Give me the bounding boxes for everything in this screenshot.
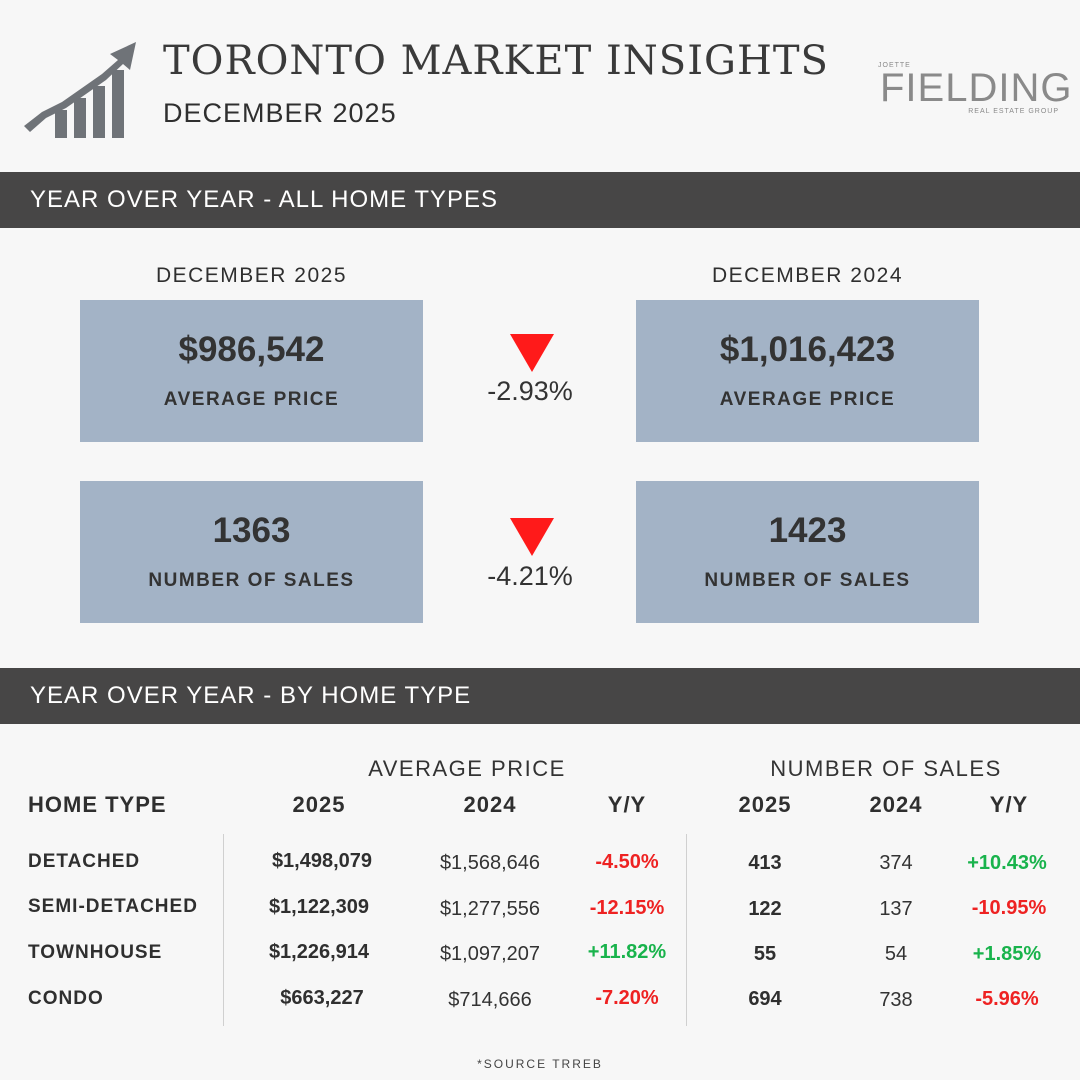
price-2024-condo: $714,666 [448, 989, 532, 1011]
avg-price-2024-label: AVERAGE PRICE [719, 388, 896, 410]
sales-2024-semi-detached: 137 [879, 898, 913, 920]
group-header-number-of-sales: NUMBER OF SALES [770, 756, 1002, 781]
sales-2024-condo: 738 [879, 989, 913, 1011]
price-2024-semi-detached: $1,277,556 [439, 898, 541, 920]
sales-yy-semi-detached: -10.95% [971, 897, 1047, 919]
logo-main-text: FIELDING [880, 66, 1073, 110]
price-2024-detached: $1,568,646 [439, 852, 541, 874]
col-header-price-2025: 2025 [292, 792, 346, 817]
col-header-sales-2025: 2025 [738, 792, 792, 817]
col-header-price-yy: Y/Y [607, 792, 647, 817]
down-triangle-icon [510, 518, 554, 556]
sales-2024-card: 1423 NUMBER OF SALES [636, 481, 979, 623]
price-2025-detached: $1,498,079 [271, 850, 373, 872]
price-2025-condo: $663,227 [280, 987, 364, 1009]
row-label-detached: DETACHED [28, 851, 141, 872]
sales-2025-semi-detached: 122 [748, 898, 782, 920]
logo-sub-text: REAL ESTATE GROUP [968, 108, 1059, 115]
sales-2024-value: 1423 [768, 510, 847, 550]
sales-2024-detached: 374 [879, 852, 913, 874]
col-header-home-type: HOME TYPE [28, 792, 167, 817]
right-period-label: DECEMBER 2024 [711, 264, 904, 287]
avg-price-2025-card: $986,542 AVERAGE PRICE [80, 300, 423, 442]
sales-2025-value: 1363 [212, 510, 291, 550]
group-header-average-price: AVERAGE PRICE [368, 756, 566, 781]
down-triangle-icon [510, 334, 554, 372]
section-band-all-types: YEAR OVER YEAR - ALL HOME TYPES [0, 172, 1080, 228]
page-subtitle: DECEMBER 2025 [163, 98, 397, 128]
col-header-price-2024: 2024 [463, 792, 517, 817]
table-divider [223, 834, 224, 1026]
avg-price-2024-card: $1,016,423 AVERAGE PRICE [636, 300, 979, 442]
avg-price-2025-value: $986,542 [178, 329, 325, 369]
price-yy-townhouse: +11.82% [587, 941, 667, 963]
price-yy-condo: -7.20% [595, 987, 659, 1009]
avg-price-2024-value: $1,016,423 [719, 329, 896, 369]
price-2025-semi-detached: $1,122,309 [268, 896, 370, 918]
avg-price-2025-label: AVERAGE PRICE [163, 388, 340, 410]
sales-2025-detached: 413 [748, 852, 782, 874]
page-title: TORONTO MARKET INSIGHTS [163, 38, 829, 84]
avg-price-change: -2.93% [487, 376, 573, 406]
col-header-sales-2024: 2024 [869, 792, 923, 817]
left-period-label: DECEMBER 2025 [155, 264, 348, 287]
sales-2025-card: 1363 NUMBER OF SALES [80, 481, 423, 623]
price-yy-detached: -4.50% [595, 851, 659, 873]
row-label-townhouse: TOWNHOUSE [28, 942, 163, 963]
table-divider [686, 834, 687, 1026]
row-label-semi-detached: SEMI-DETACHED [28, 896, 198, 917]
price-2024-townhouse: $1,097,207 [439, 943, 541, 965]
row-label-condo: CONDO [28, 988, 104, 1009]
col-header-sales-yy: Y/Y [989, 792, 1029, 817]
rising-bar-chart-icon [24, 42, 136, 138]
sales-2025-townhouse: 55 [753, 943, 777, 965]
price-yy-semi-detached: -12.15% [589, 897, 665, 919]
sales-2024-label: NUMBER OF SALES [704, 569, 911, 591]
source-footnote: *SOURCE TRREB [477, 1057, 603, 1071]
sales-2025-label: NUMBER OF SALES [148, 569, 355, 591]
sales-yy-condo: -5.96% [975, 988, 1039, 1010]
sales-change: -4.21% [487, 561, 573, 591]
sales-2024-townhouse: 54 [884, 943, 908, 965]
logo-small-text: JOETTE [878, 62, 911, 69]
brand-logo: JOETTE FIELDING REAL ESTATE GROUP [878, 62, 1071, 120]
price-2025-townhouse: $1,226,914 [268, 941, 370, 963]
section-band-by-type: YEAR OVER YEAR - BY HOME TYPE [0, 668, 1080, 724]
sales-yy-townhouse: +1.85% [972, 943, 1042, 965]
sales-2025-condo: 694 [748, 988, 782, 1010]
sales-yy-detached: +10.43% [967, 852, 1047, 874]
